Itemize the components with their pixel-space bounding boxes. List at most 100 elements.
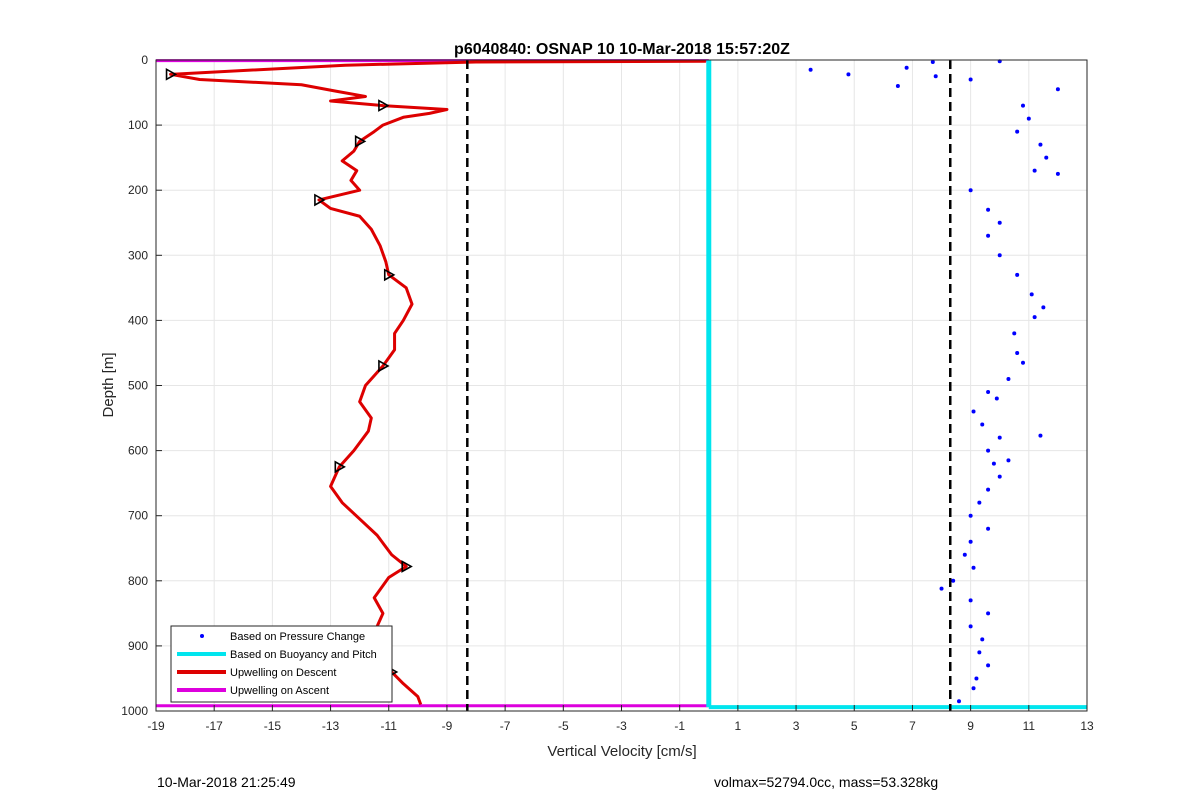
x-tick-label: 9 — [967, 719, 974, 733]
legend-label-buoyancy: Based on Buoyancy and Pitch — [230, 649, 377, 661]
y-tick-label: 600 — [128, 444, 148, 458]
x-tick-label: -5 — [558, 719, 569, 733]
y-tick-label: 500 — [128, 379, 148, 393]
legend-box — [170, 625, 393, 703]
descent-marker — [165, 67, 178, 81]
pressure-point — [956, 699, 961, 704]
x-tick-label: -1 — [674, 719, 685, 733]
pressure-point — [974, 676, 979, 681]
legend-label-descent: Upwelling on Descent — [230, 667, 336, 679]
pressure-point — [962, 552, 967, 557]
pressure-point — [1020, 103, 1025, 108]
pressure-point — [1029, 292, 1034, 297]
pressure-point — [986, 390, 991, 395]
pressure-point — [1020, 360, 1025, 365]
pressure-point — [933, 74, 938, 79]
x-tick-label: -13 — [322, 719, 340, 733]
x-tick-label: -11 — [381, 719, 398, 733]
pressure-point — [968, 539, 973, 544]
descent-line — [169, 59, 706, 706]
pressure-point — [986, 233, 991, 238]
pressure-point — [904, 65, 909, 70]
pressure-point — [997, 253, 1002, 258]
pressure-point — [1041, 305, 1046, 310]
pressure-point — [968, 77, 973, 82]
y-tick-label: 900 — [128, 639, 148, 653]
pressure-point — [986, 207, 991, 212]
pressure-point — [1026, 116, 1031, 121]
pressure-point — [968, 624, 973, 629]
descent-marker — [354, 135, 367, 148]
descent-marker — [401, 560, 413, 573]
y-tick-label: 200 — [128, 183, 148, 197]
x-tick-label: -7 — [500, 719, 511, 733]
pressure-point — [971, 686, 976, 691]
y-tick-label: 300 — [128, 248, 148, 262]
x-tick-label: -19 — [147, 719, 165, 733]
pressure-point — [951, 578, 956, 583]
x-tick-label: -9 — [442, 719, 453, 733]
legend-marker-pressure — [200, 634, 204, 638]
pressure-point — [968, 513, 973, 518]
pressure-point — [1038, 142, 1043, 147]
pressure-point — [968, 598, 973, 603]
x-tick-label: 1 — [735, 719, 742, 733]
pressure-point — [930, 59, 935, 64]
y-tick-label: 1000 — [121, 704, 148, 718]
pressure-point — [980, 637, 985, 642]
pressure-point — [1044, 155, 1049, 160]
y-tick-label: 400 — [128, 313, 148, 327]
x-axis-label: Vertical Velocity [cm/s] — [547, 743, 696, 760]
pressure-point — [968, 188, 973, 193]
x-tick-label: -3 — [616, 719, 627, 733]
y-tick-label: 800 — [128, 574, 148, 588]
descent-marker — [383, 268, 396, 282]
pressure-point — [997, 474, 1002, 479]
x-tick-label: -17 — [206, 719, 224, 733]
pressure-point — [980, 422, 985, 427]
x-tick-label: -15 — [264, 719, 282, 733]
descent-marker — [378, 359, 390, 373]
x-tick-label: 13 — [1080, 719, 1094, 733]
legend-label-pressure: Based on Pressure Change — [230, 631, 365, 643]
pressure-point — [997, 435, 1002, 440]
pressure-point — [846, 72, 851, 77]
pressure-point — [1006, 376, 1011, 381]
pressure-point — [991, 461, 996, 466]
pressure-point — [1015, 272, 1020, 277]
pressure-point — [986, 448, 991, 453]
pressure-point — [895, 84, 900, 89]
footer-timestamp: 10-Mar-2018 21:25:49 — [157, 774, 296, 790]
y-tick-label: 0 — [141, 53, 148, 67]
pressure-point — [1038, 433, 1043, 438]
y-axis-ticks: 0 100 200 300 400 500 600 700 800 900 1000 — [121, 53, 162, 718]
descent-marker — [378, 99, 390, 112]
pressure-point — [1032, 315, 1037, 320]
pressure-point — [977, 500, 982, 505]
legend: Based on Pressure Change Based on Buoyan… — [170, 625, 393, 703]
pressure-point — [986, 487, 991, 492]
legend-label-ascent: Upwelling on Ascent — [230, 685, 329, 697]
pressure-point — [808, 67, 813, 72]
footer-volmax-mass: volmax=52794.0cc, mass=53.328kg — [714, 774, 939, 790]
pressure-point — [971, 409, 976, 414]
y-axis-label: Depth [m] — [100, 352, 117, 417]
pressure-point — [997, 220, 1002, 225]
series-layer — [156, 59, 1087, 710]
pressure-point — [977, 650, 982, 655]
descent-marker — [314, 193, 326, 207]
pressure-point — [986, 611, 991, 616]
pressure-point — [1055, 171, 1060, 176]
pressure-point — [1015, 350, 1020, 355]
reference-lines — [466, 60, 952, 711]
y-tick-label: 700 — [128, 509, 148, 523]
pressure-point — [971, 565, 976, 570]
x-tick-label: 5 — [851, 719, 858, 733]
x-tick-label: 11 — [1023, 719, 1036, 733]
pressure-point — [1012, 331, 1017, 336]
pressure-point — [986, 663, 991, 668]
x-tick-label: 3 — [793, 719, 800, 733]
x-tick-label: 7 — [909, 719, 916, 733]
chart-title: p6040840: OSNAP 10 10-Mar-2018 15:57:20Z — [454, 41, 790, 58]
